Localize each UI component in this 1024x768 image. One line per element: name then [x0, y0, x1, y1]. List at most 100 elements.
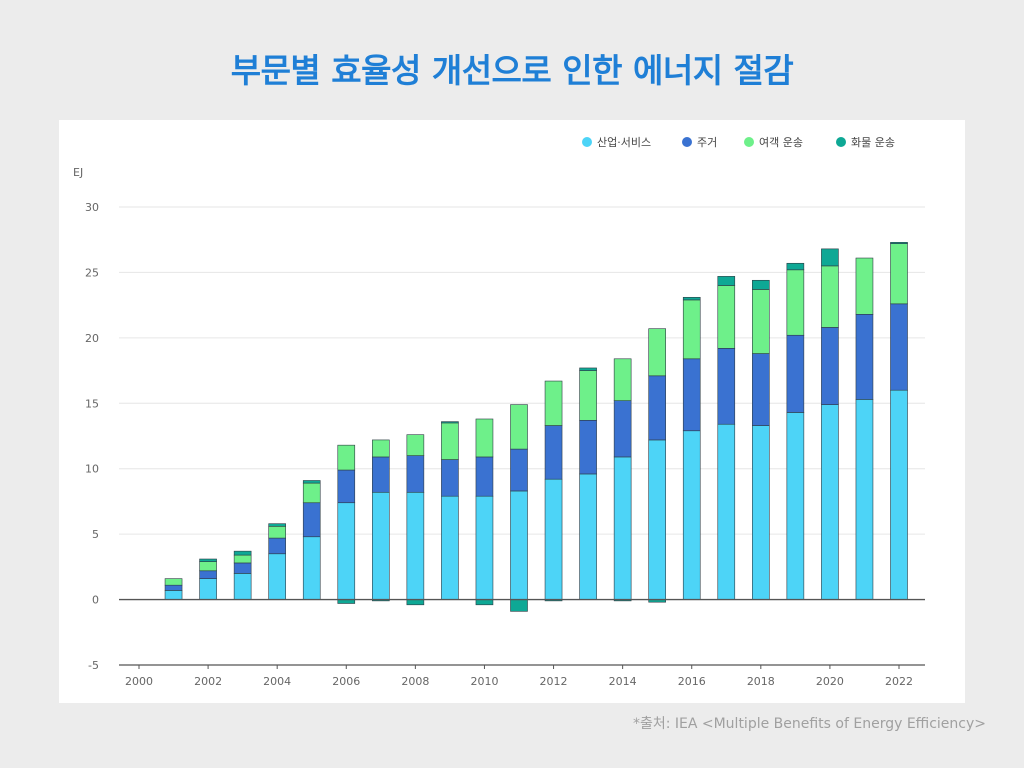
y-tick-label: 30	[85, 201, 99, 214]
bar-segment	[268, 523, 286, 527]
y-tick-label: 15	[85, 397, 99, 410]
bar-segment	[821, 265, 839, 328]
bar-segment	[337, 469, 356, 504]
y-tick-label: -5	[88, 659, 99, 672]
legend-label: 주거	[697, 136, 717, 149]
bar-segment	[441, 421, 459, 424]
x-tick-label: 2016	[678, 675, 706, 688]
bar-segment	[372, 439, 390, 458]
bar-segment	[337, 444, 356, 471]
bar-segment	[268, 537, 286, 555]
x-tick-label: 2008	[401, 675, 429, 688]
chart-title: 부문별 효율성 개선으로 인한 에너지 절감	[230, 51, 794, 90]
bar-segment	[302, 502, 321, 538]
bar-segment	[233, 573, 252, 600]
bar-segment	[233, 562, 252, 574]
bar-segment	[475, 456, 494, 497]
y-tick-label: 20	[85, 332, 99, 345]
bar-segment	[164, 584, 183, 591]
bar-segment	[890, 243, 908, 305]
y-tick-label: 25	[85, 266, 99, 279]
bar-segment	[302, 536, 321, 600]
bar-segment	[648, 328, 666, 377]
bar-segment	[233, 550, 252, 556]
bar-segment	[890, 389, 908, 600]
bar-segment	[890, 242, 908, 244]
bar-segment	[199, 558, 217, 562]
bar-segment	[855, 399, 874, 600]
bar-segment	[579, 473, 597, 600]
bar-segment	[752, 289, 770, 354]
bar-segment	[648, 439, 666, 600]
bar-segment	[233, 554, 252, 564]
x-tick-label: 2014	[609, 675, 637, 688]
bar-segment	[164, 590, 183, 600]
bar-segment	[786, 262, 805, 271]
bar-segment	[717, 285, 736, 349]
bar-segment	[682, 296, 701, 301]
bar-segment	[441, 422, 459, 460]
bar-segment	[199, 561, 217, 572]
y-tick-label: 0	[92, 594, 99, 607]
y-tick-label: 5	[92, 528, 99, 541]
bar-segment	[890, 303, 908, 391]
legend-label: 산업·서비스	[597, 136, 651, 149]
x-tick-label: 2012	[540, 675, 568, 688]
bar-segment	[406, 455, 425, 493]
bar-segment	[475, 495, 494, 600]
bar-segment	[441, 459, 459, 497]
bar-segment	[475, 599, 494, 606]
bar-segment	[268, 525, 286, 539]
bar-segment	[717, 276, 736, 286]
x-tick-label: 2018	[747, 675, 775, 688]
bar-segment	[579, 370, 597, 421]
bar-segment	[510, 448, 528, 492]
bar-segment	[337, 502, 356, 600]
bar-segment	[682, 299, 701, 360]
bar-segment	[613, 358, 632, 401]
bar-segment	[406, 491, 425, 600]
bar-segment	[752, 425, 770, 600]
bar-segment	[544, 425, 563, 480]
bar-segment	[510, 599, 528, 612]
x-tick-label: 2006	[332, 675, 360, 688]
legend-swatch	[682, 137, 692, 147]
bar-segment	[302, 480, 321, 484]
bar-segment	[579, 419, 597, 475]
x-tick-label: 2022	[885, 675, 913, 688]
bar-segment	[579, 367, 597, 371]
x-tick-label: 2004	[263, 675, 291, 688]
legend-label: 화물 운송	[851, 136, 895, 149]
bar-segment	[372, 456, 390, 493]
bar-segment	[199, 570, 217, 579]
bar-segment	[786, 269, 805, 336]
bar-segment	[752, 353, 770, 426]
bar-segment	[441, 495, 459, 600]
bar-segment	[717, 423, 736, 600]
bar-segment	[717, 348, 736, 425]
bar-segment	[682, 430, 701, 600]
bar-segment	[302, 482, 321, 504]
legend-swatch	[582, 137, 592, 147]
legend-swatch	[744, 137, 754, 147]
x-tick-label: 2002	[194, 675, 222, 688]
bar-segment	[406, 434, 425, 456]
bar-segment	[855, 257, 874, 315]
bar-chart: -5 0 5 10 15 20 25 30 EJ 2000 2002 2004 2006 2008 2010…	[73, 136, 925, 688]
bar-segment	[544, 380, 563, 426]
bar-segment	[786, 334, 805, 413]
x-tick-label: 2000	[125, 675, 153, 688]
legend-swatch	[836, 137, 846, 147]
bar-segment	[786, 412, 805, 600]
source-note: *출처: IEA <Multiple Benefits of Energy Ef…	[632, 716, 986, 732]
bar-segment	[544, 478, 563, 600]
x-tick-label: 2020	[816, 675, 844, 688]
legend-label: 여객 운송	[759, 136, 803, 149]
y-axis-label: EJ	[73, 166, 83, 179]
bar-segment	[752, 279, 770, 290]
y-tick-label: 10	[85, 463, 99, 476]
x-tick-label: 2010	[470, 675, 498, 688]
bar-segment	[268, 553, 286, 600]
bar-segment	[648, 375, 666, 441]
bar-segment	[613, 400, 632, 458]
